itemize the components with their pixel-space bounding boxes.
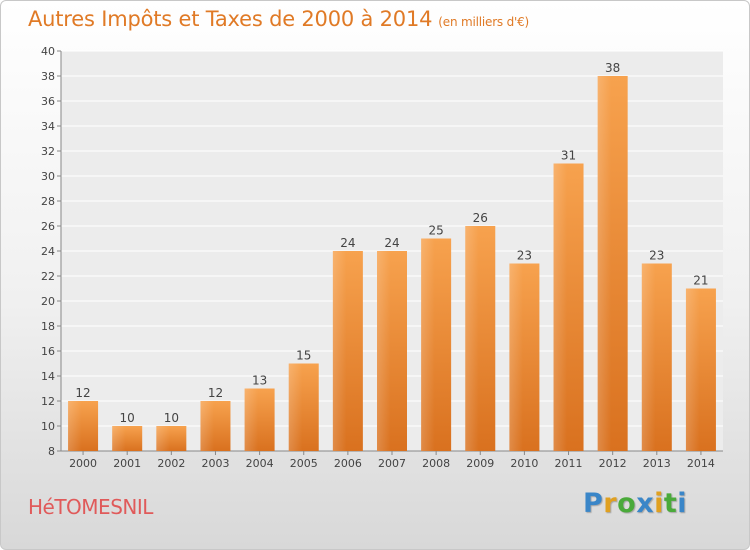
y-tick-label: 8 xyxy=(48,445,55,458)
data-label: 26 xyxy=(473,211,488,225)
x-tick-label: 2008 xyxy=(422,457,450,470)
bar-highlight xyxy=(68,401,82,451)
y-tick-label: 24 xyxy=(41,245,55,258)
x-tick-label: 2003 xyxy=(201,457,229,470)
bar-highlight xyxy=(597,76,612,451)
data-label: 31 xyxy=(561,149,576,163)
data-label: 38 xyxy=(605,61,620,75)
bar-highlight xyxy=(641,263,656,451)
data-label: 12 xyxy=(208,386,223,400)
x-tick-label: 2006 xyxy=(334,457,362,470)
x-tick-label: 2014 xyxy=(687,457,715,470)
x-tick-label: 2005 xyxy=(290,457,318,470)
bar-highlight xyxy=(685,288,700,451)
x-tick-label: 2000 xyxy=(69,457,97,470)
x-tick-label: 2009 xyxy=(466,457,494,470)
logo-letter: o xyxy=(617,488,637,519)
logo-letter: r xyxy=(603,488,618,519)
x-tick-label: 2002 xyxy=(157,457,185,470)
y-tick-label: 30 xyxy=(41,170,55,183)
x-tick-label: 2004 xyxy=(246,457,274,470)
bar-highlight xyxy=(200,401,214,451)
x-tick-label: 2007 xyxy=(378,457,406,470)
proxiti-logo: Proxiti xyxy=(583,488,687,519)
data-label: 13 xyxy=(252,374,267,388)
data-label: 23 xyxy=(517,249,532,263)
logo-letter: P xyxy=(583,488,604,519)
bar-highlight xyxy=(509,263,523,451)
y-tick-label: 12 xyxy=(41,395,55,408)
y-tick-label: 26 xyxy=(41,220,55,233)
data-label: 12 xyxy=(75,386,90,400)
chart-subtitle: (en milliers d'€) xyxy=(438,15,530,29)
data-label: 24 xyxy=(340,236,355,250)
bar-highlight xyxy=(156,426,170,451)
data-label: 25 xyxy=(428,224,443,238)
bar-highlight xyxy=(377,251,391,451)
logo-letter: t xyxy=(663,488,678,519)
data-label: 23 xyxy=(649,249,664,263)
y-tick-label: 16 xyxy=(41,345,55,358)
y-tick-label: 28 xyxy=(41,195,55,208)
chart-title: Autres Impôts et Taxes de 2000 à 2014 (en… xyxy=(28,7,529,31)
y-tick-label: 38 xyxy=(41,70,55,83)
x-tick-label: 2001 xyxy=(113,457,141,470)
bar-highlight xyxy=(112,426,126,451)
data-label: 15 xyxy=(296,349,311,363)
y-tick-label: 34 xyxy=(41,120,55,133)
x-tick-label: 2011 xyxy=(555,457,583,470)
x-tick-label: 2010 xyxy=(510,457,538,470)
bar-highlight xyxy=(244,388,259,451)
y-tick-label: 10 xyxy=(41,420,55,433)
logo-letter: i xyxy=(677,488,688,519)
commune-name: HéTOMESNIL xyxy=(28,495,153,519)
bar-highlight xyxy=(421,238,435,451)
x-tick-label: 2012 xyxy=(599,457,627,470)
y-tick-label: 40 xyxy=(41,45,55,58)
y-tick-label: 18 xyxy=(41,320,55,333)
data-label: 10 xyxy=(120,411,135,425)
data-label: 21 xyxy=(693,274,708,288)
bar-highlight xyxy=(553,163,568,451)
y-tick-label: 14 xyxy=(41,370,55,383)
y-tick-label: 22 xyxy=(41,270,55,283)
bar-highlight xyxy=(465,226,479,451)
chart-title-text: Autres Impôts et Taxes de 2000 à 2014 xyxy=(28,7,433,31)
x-tick-label: 2013 xyxy=(643,457,671,470)
bar-highlight xyxy=(332,251,347,451)
data-label: 10 xyxy=(164,411,179,425)
y-tick-label: 32 xyxy=(41,145,55,158)
y-tick-label: 20 xyxy=(41,295,55,308)
logo-letter: i xyxy=(654,488,664,519)
y-tick-label: 36 xyxy=(41,95,55,108)
bar-highlight xyxy=(288,363,303,451)
data-label: 24 xyxy=(384,236,399,250)
logo-letter: x xyxy=(636,488,655,519)
